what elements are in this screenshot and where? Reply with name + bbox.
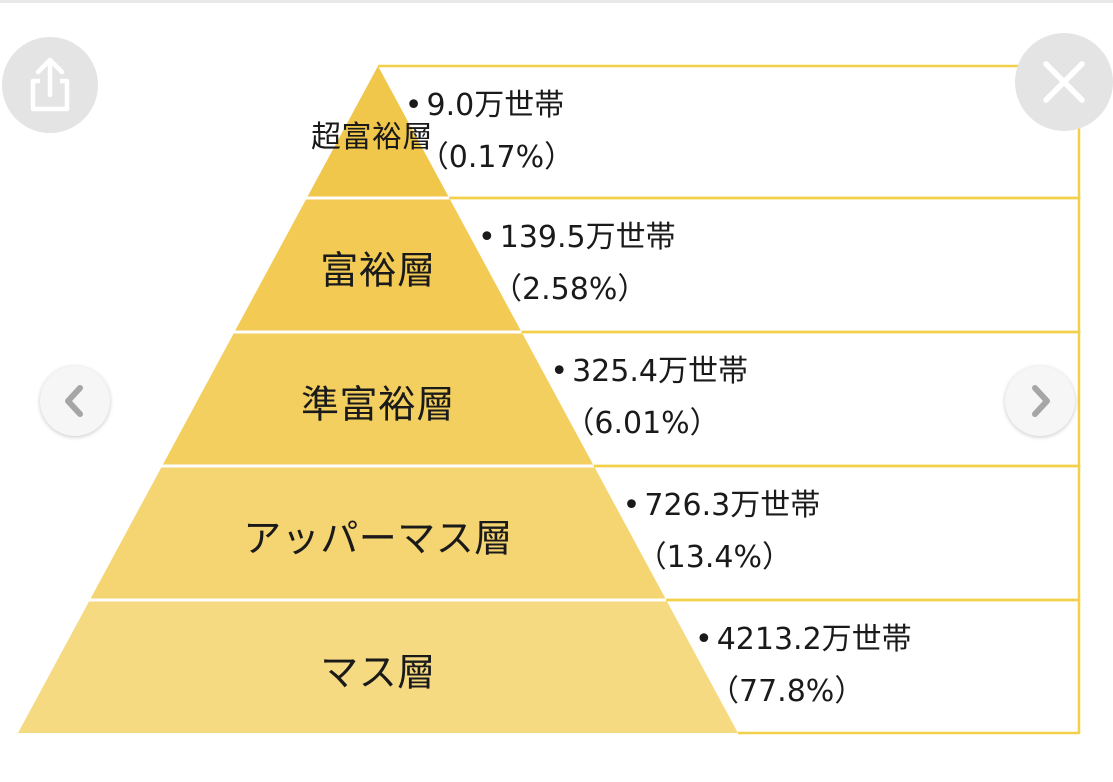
tier-label: 準富裕層 — [300, 382, 456, 427]
tier-label: アッパーマス層 — [243, 516, 513, 561]
chevron-left-icon — [65, 385, 83, 417]
chevron-right-icon — [1032, 385, 1050, 417]
share-icon — [30, 57, 70, 112]
close-icon — [1043, 61, 1085, 103]
pyramid-tier — [162, 333, 594, 465]
tier-info: 4213.2万世帯77.8% — [695, 614, 912, 718]
tier-info: 325.4万世帯6.01% — [550, 346, 748, 450]
household-count: 139.5万世帯 — [478, 212, 676, 264]
household-count: 726.3万世帯 — [623, 480, 820, 532]
household-count: 4213.2万世帯 — [695, 614, 912, 666]
household-percent: 77.8% — [709, 666, 912, 718]
tier-info: 9.0万世帯0.17% — [405, 80, 574, 184]
tier-label: マス層 — [320, 650, 436, 694]
close-button[interactable] — [1015, 33, 1113, 131]
previous-button[interactable] — [40, 366, 110, 436]
household-percent: 2.58% — [492, 264, 676, 316]
household-count: 325.4万世帯 — [550, 346, 748, 398]
household-percent: 6.01% — [564, 398, 748, 450]
share-button[interactable] — [2, 37, 98, 133]
tier-info: 139.5万世帯2.58% — [478, 212, 676, 316]
household-count: 9.0万世帯 — [405, 80, 574, 132]
top-divider — [0, 0, 1113, 3]
pyramid-tier — [235, 199, 521, 331]
pyramid-tier — [90, 467, 666, 599]
household-percent: 0.17% — [419, 132, 574, 184]
tier-info: 726.3万世帯13.4% — [623, 480, 821, 584]
pyramid-tier — [18, 601, 738, 733]
household-percent: 13.4% — [637, 532, 821, 584]
next-button[interactable] — [1005, 366, 1075, 436]
tier-label: 富裕層 — [320, 248, 436, 293]
pyramid-tier — [307, 66, 449, 197]
tier-info-box — [666, 598, 1081, 735]
